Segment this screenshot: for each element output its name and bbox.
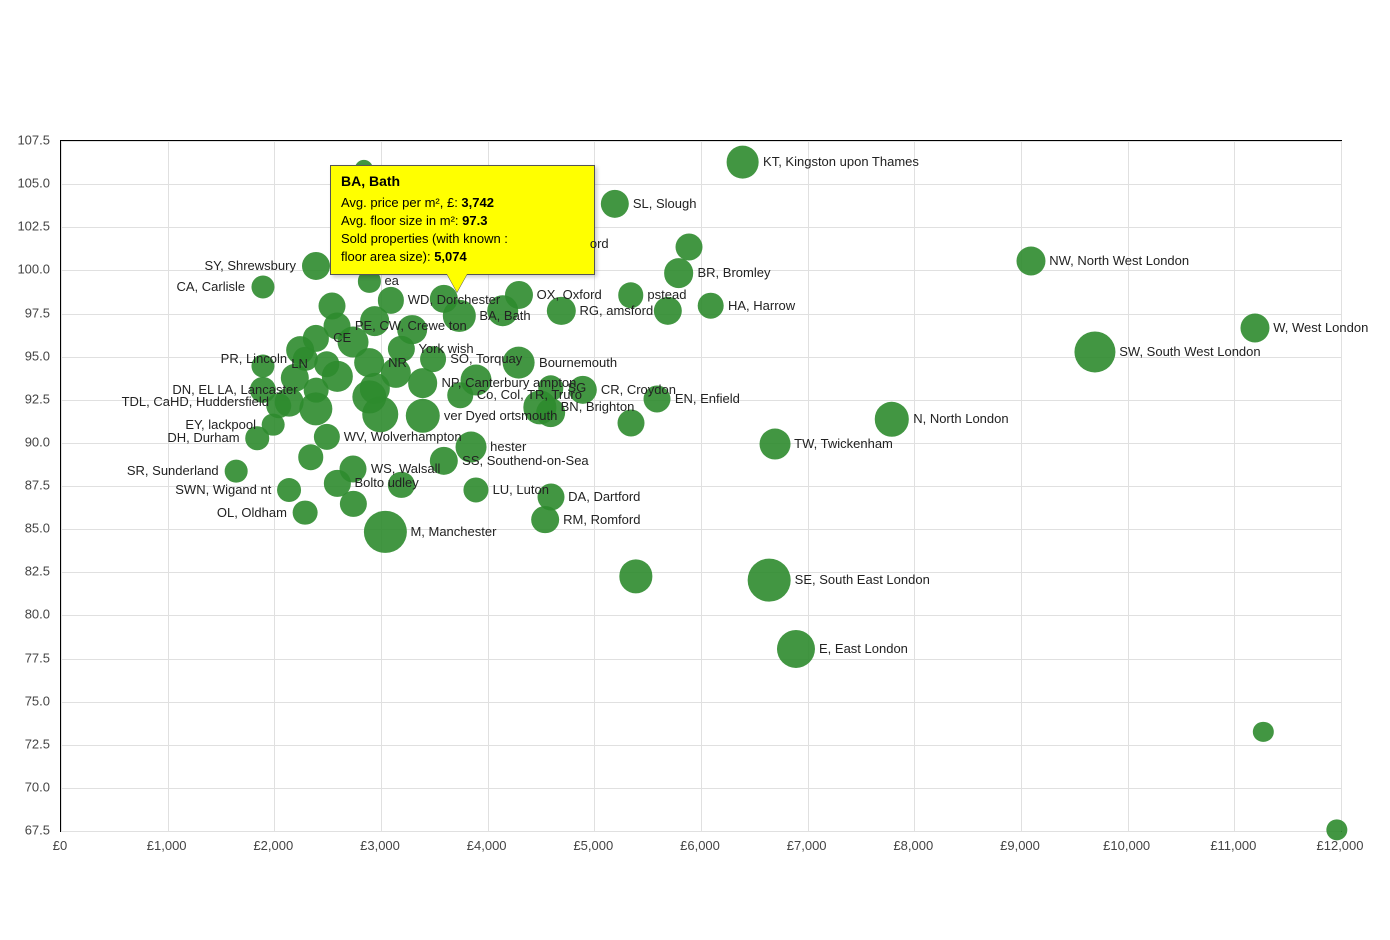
x-tick-label: £9,000	[1000, 838, 1040, 853]
y-tick-label: 105.0	[2, 176, 50, 191]
gridline-h	[61, 227, 1341, 228]
bubble-DH[interactable]	[246, 427, 270, 451]
bubble-c21[interactable]	[266, 393, 292, 419]
x-tick-label: £6,000	[680, 838, 720, 853]
bubble-SW[interactable]	[1074, 332, 1115, 373]
bubble-HP[interactable]	[618, 283, 644, 309]
y-tick-label: 97.5	[2, 305, 50, 320]
bubble-W[interactable]	[1240, 314, 1269, 343]
tooltip-row: Avg. floor size in m²: 97.3	[341, 212, 584, 230]
y-tick-label: 80.0	[2, 607, 50, 622]
x-tick-label: £5,000	[573, 838, 613, 853]
bubble-c27[interactable]	[360, 306, 390, 336]
bubble-TW[interactable]	[759, 428, 790, 459]
gridline-h	[61, 529, 1341, 530]
bubble-OL[interactable]	[293, 500, 318, 525]
gridline-h	[61, 702, 1341, 703]
y-tick-label: 72.5	[2, 736, 50, 751]
gridline-h	[61, 788, 1341, 789]
x-tick-label: £7,000	[787, 838, 827, 853]
price-vs-floorsize-scatter: £0 £1,000 £2,000 £3,000 £4,000 £5,000 £6,000 £7…	[0, 0, 1390, 940]
gridline-h	[61, 184, 1341, 185]
y-tick-label: 95.0	[2, 348, 50, 363]
y-tick-label: 100.0	[2, 262, 50, 277]
x-tick-label: £11,000	[1210, 838, 1256, 853]
y-tick-label: 92.5	[2, 391, 50, 406]
tooltip: BA, Bath Avg. price per m², £: 3,742Avg. …	[330, 165, 595, 275]
bubble-SY[interactable]	[302, 252, 330, 280]
y-tick-label: 107.5	[2, 133, 50, 148]
bubble-HA[interactable]	[697, 292, 724, 319]
x-tick-label: £3,000	[360, 838, 400, 853]
bubble-c17[interactable]	[397, 315, 427, 345]
x-tick-label: £1,000	[147, 838, 187, 853]
gridline-h	[61, 486, 1341, 487]
x-tick-label: £4,000	[467, 838, 507, 853]
x-tick-label: £2,000	[253, 838, 293, 853]
y-tick-label: 75.0	[2, 693, 50, 708]
bubble-c8[interactable]	[676, 233, 703, 260]
x-tick-label: £12,000	[1317, 838, 1364, 853]
y-tick-label: 102.5	[2, 219, 50, 234]
y-tick-label: 85.0	[2, 521, 50, 536]
bubble-EN[interactable]	[644, 385, 671, 412]
x-tick-label: £10,000	[1103, 838, 1150, 853]
gridline-h	[61, 831, 1341, 832]
tooltip-row: Avg. price per m², £: 3,742	[341, 194, 584, 212]
gridline-h	[61, 615, 1341, 616]
y-tick-label: 67.5	[2, 823, 50, 838]
gridline-h	[61, 572, 1341, 573]
bubble-RM[interactable]	[531, 506, 559, 534]
tooltip-row: floor area size): 5,074	[341, 248, 584, 266]
gridline-h	[61, 270, 1341, 271]
y-tick-label: 82.5	[2, 564, 50, 579]
gridline-v	[1341, 141, 1342, 831]
tooltip-title: BA, Bath	[341, 172, 584, 192]
x-tick-label: £0	[53, 838, 67, 853]
x-tick-label: £8,000	[893, 838, 933, 853]
bubble-SE[interactable]	[748, 559, 791, 602]
bubble-CT[interactable]	[408, 368, 438, 398]
tooltip-callout-icon	[447, 274, 467, 292]
bubble-E[interactable]	[777, 630, 815, 668]
bubble-c20[interactable]	[286, 337, 314, 365]
y-tick-label: 70.0	[2, 779, 50, 794]
bubble-c18[interactable]	[319, 292, 346, 319]
bubble-c22[interactable]	[298, 445, 324, 471]
bubble-c7[interactable]	[487, 295, 519, 327]
bubble-BR[interactable]	[664, 258, 694, 288]
gridline-h	[61, 659, 1341, 660]
bubble-c15[interactable]	[461, 364, 492, 395]
bubble-c25[interactable]	[536, 398, 566, 428]
y-tick-label: 90.0	[2, 434, 50, 449]
bubble-BH[interactable]	[502, 346, 535, 379]
bubble-pt[interactable]	[617, 409, 644, 436]
bubble-NW[interactable]	[1016, 246, 1045, 275]
bubble-c26[interactable]	[251, 354, 274, 377]
bubble-c3[interactable]	[455, 432, 486, 463]
gridline-h	[61, 400, 1341, 401]
bubble-KT[interactable]	[726, 146, 759, 179]
tooltip-row: Sold properties (with known :	[341, 230, 584, 248]
bubble-SR[interactable]	[225, 460, 248, 483]
bubble-CA[interactable]	[251, 275, 274, 298]
y-tick-label: 77.5	[2, 650, 50, 665]
bubble-WN[interactable]	[277, 478, 301, 502]
gridline-h	[61, 745, 1341, 746]
gridline-h	[61, 141, 1341, 142]
y-tick-label: 87.5	[2, 478, 50, 493]
